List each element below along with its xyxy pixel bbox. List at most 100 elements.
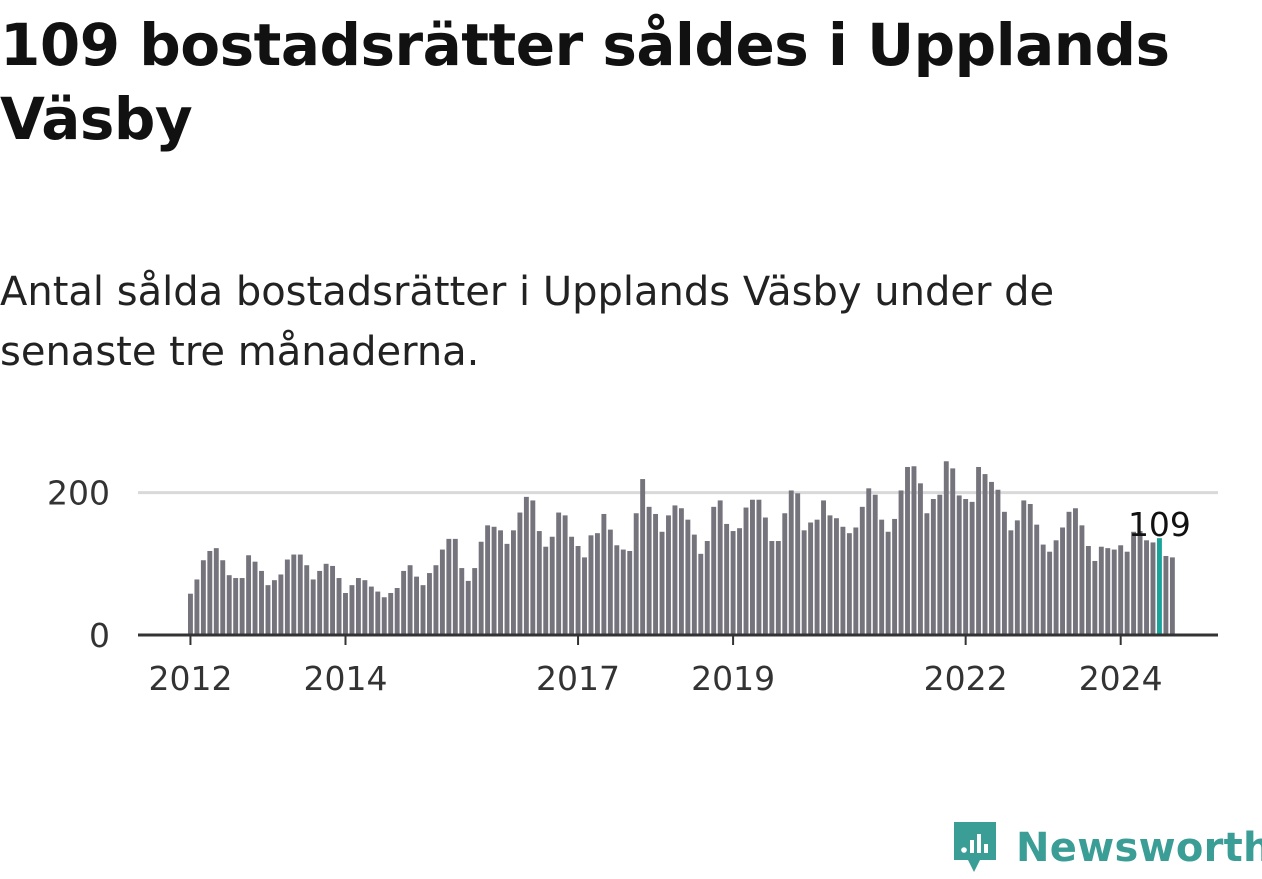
bar: [969, 501, 975, 635]
bar: [640, 479, 646, 635]
bar: [627, 550, 633, 635]
bar: [782, 513, 788, 635]
bar: [1001, 511, 1007, 635]
bar: [1131, 531, 1137, 635]
bar: [976, 466, 982, 635]
bar: [1098, 546, 1104, 635]
x-tick-label: 2017: [536, 659, 620, 698]
bar: [704, 541, 710, 635]
bar: [511, 530, 516, 635]
bar-highlight: [1157, 538, 1162, 635]
bar: [788, 490, 794, 635]
bar: [1105, 548, 1111, 635]
bar: [188, 593, 193, 635]
bar: [814, 519, 820, 635]
bar: [375, 591, 381, 635]
x-tick-label: 2014: [303, 659, 387, 698]
bar: [388, 592, 394, 635]
annotations: 109: [1128, 505, 1191, 544]
subtitle: Antal sålda bostadsrätter i Upplands Väs…: [0, 269, 1055, 375]
bar: [588, 535, 594, 635]
grid-lines: 0 200: [47, 474, 1218, 655]
bar: [924, 513, 930, 635]
newsworthy-brand[interactable]: Newsworthy: [950, 818, 1262, 878]
bar: [930, 499, 936, 635]
bar: [1163, 555, 1169, 635]
y-tick-label: 0: [89, 616, 110, 655]
bar: [795, 493, 801, 635]
bar: [297, 554, 303, 635]
bar: [1034, 524, 1040, 635]
bar: [1060, 527, 1065, 635]
bar: [724, 523, 730, 635]
bar: [601, 513, 607, 635]
x-tick-label: 2019: [691, 659, 775, 698]
bar: [1092, 560, 1098, 635]
bar: [620, 549, 626, 635]
bar: [1073, 508, 1078, 635]
bar: [1008, 530, 1014, 635]
bar: [666, 515, 671, 635]
bar: [846, 533, 852, 635]
bar: [349, 585, 355, 635]
bar: [859, 506, 865, 635]
bar: [368, 586, 374, 635]
bar: [885, 531, 891, 635]
bar: [271, 580, 277, 635]
bar: [239, 578, 245, 635]
bar: [485, 525, 491, 635]
bar: [775, 541, 781, 635]
bar: [905, 466, 910, 635]
bar: [394, 588, 400, 635]
bar: [575, 546, 581, 635]
bar: [685, 519, 691, 635]
bar: [246, 555, 252, 635]
bar: [1137, 531, 1143, 635]
bar: [284, 559, 290, 635]
bar: [523, 496, 529, 635]
bar: [530, 500, 536, 635]
bar: [265, 585, 271, 635]
bar: [892, 518, 898, 635]
bar: [982, 474, 988, 635]
bar: [304, 565, 310, 635]
bar: [1014, 520, 1020, 635]
bar: [194, 579, 200, 635]
bar: [769, 541, 775, 635]
bar: [330, 565, 336, 635]
highlight-value-label: 109: [1128, 505, 1191, 544]
bar: [1079, 525, 1085, 635]
bar: [420, 585, 426, 635]
bar: [821, 500, 826, 635]
bar: [956, 495, 962, 635]
x-tick-label: 2024: [1079, 659, 1163, 698]
bar: [252, 561, 258, 635]
bar: [937, 494, 943, 635]
bar: [362, 580, 368, 635]
bar: [562, 515, 568, 635]
bar: [737, 528, 742, 635]
bar: [1124, 551, 1130, 635]
bar: [756, 499, 762, 635]
bar: [427, 573, 432, 635]
bar: [381, 597, 387, 635]
bar: [594, 533, 600, 635]
bar: [220, 560, 226, 635]
bar: [549, 536, 555, 635]
bar: [504, 543, 510, 635]
y-tick-label: 200: [47, 474, 110, 513]
bar: [433, 565, 439, 635]
bar: [950, 468, 956, 635]
bar: [943, 461, 949, 635]
bar: [762, 517, 768, 635]
newsworthy-logo-icon: [954, 822, 996, 872]
bar: [401, 570, 407, 635]
bar: [491, 526, 497, 635]
bar: [310, 579, 316, 635]
brand-name: Newsworthy: [1016, 825, 1262, 871]
bar: [717, 500, 723, 635]
bar: [698, 553, 704, 635]
bar: [827, 515, 833, 635]
bar: [213, 548, 219, 635]
bar: [1085, 546, 1091, 635]
